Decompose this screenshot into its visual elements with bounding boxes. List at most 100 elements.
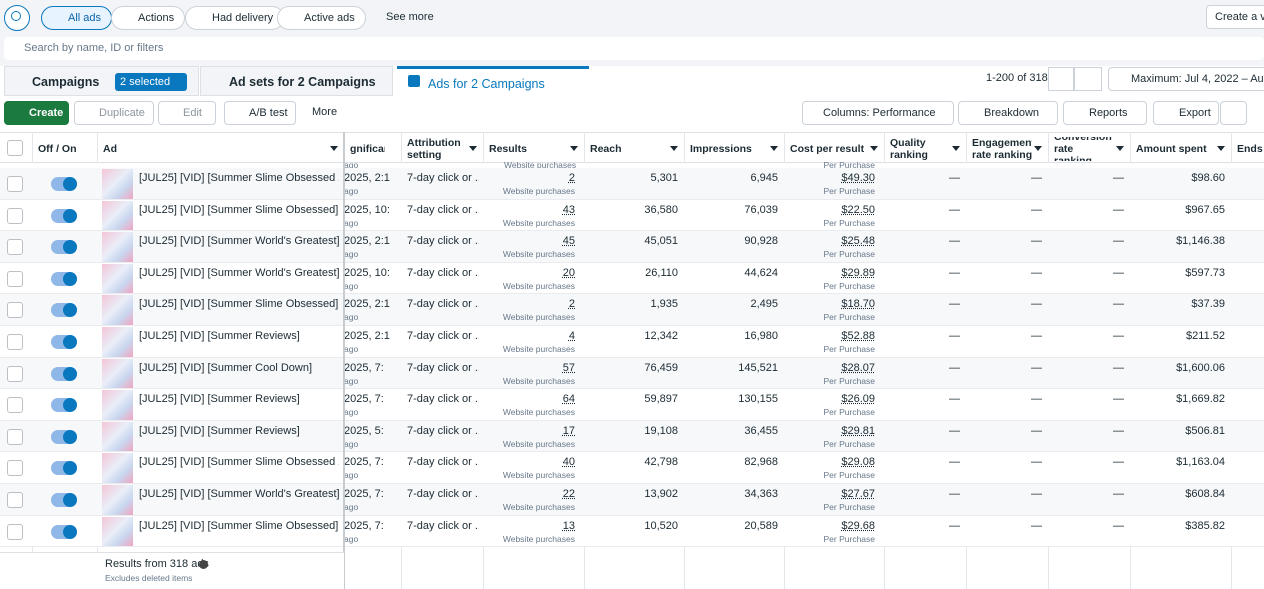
toolbar-button[interactable]: Reports [1063,101,1147,125]
row-checkbox[interactable] [7,176,23,192]
ad-name[interactable]: [JUL25] [VID] [Summer World's Greatest] [139,488,339,500]
results[interactable]: 40 [562,456,575,469]
column-header[interactable]: Results [489,143,527,155]
attribution: 7-day click or ... [407,203,479,216]
ad-name[interactable]: [JUL25] [VID] [Summer World's Greatest] [139,235,339,248]
column-header[interactable]: Ends [1237,143,1263,155]
date-range[interactable]: Maximum: Jul 4, 2022 – Aug 4 [1108,67,1264,91]
row-checkbox[interactable] [7,460,23,477]
results[interactable]: 22 [562,488,575,500]
ad-name[interactable]: [JUL25] [VID] [Summer Slime Obsessed] [139,203,339,216]
results[interactable]: 2 [568,298,575,311]
date-sub: ago [344,217,359,228]
column-header[interactable]: Impressions [690,143,752,155]
cost-per-result[interactable]: $29.89 [841,266,875,279]
prev-button[interactable] [1048,67,1074,91]
ad-name[interactable]: [JUL25] [VID] [Summer World's Greatest] [139,266,339,279]
ad-name[interactable]: [JUL25] [VID] [Summer Cool Down] [139,361,313,374]
column-header[interactable]: Attribution setting [407,137,461,161]
column-header[interactable]: Amount spent [1136,143,1207,155]
results[interactable]: 20 [562,266,575,279]
amount: $37.39 [1191,298,1225,311]
toolbar-button[interactable]: Columns: Performance [802,101,954,125]
header-checkbox[interactable] [7,140,23,156]
toggle-knob [63,271,77,286]
results[interactable]: 45 [562,235,575,248]
conversion: — [1113,488,1124,500]
search-input[interactable]: Search by name, ID or filters [4,37,1264,60]
row-checkbox[interactable] [7,428,23,445]
action-button[interactable]: Create [4,101,69,125]
results[interactable]: 64 [562,393,575,406]
cost-sub: Per Purchase [823,344,876,354]
reach: 42,798 [644,456,678,469]
toolbar-button[interactable]: Export [1153,101,1219,125]
see-more[interactable]: See more [386,11,434,23]
cost-per-result[interactable]: $29.08 [841,456,875,469]
amount: $385.82 [1185,519,1225,532]
ad-name[interactable]: [JUL25] [VID] [Summer Slime Obsessed 2] [139,456,339,469]
row-checkbox[interactable] [7,397,23,414]
action-button[interactable]: Edit [158,101,216,125]
row-checkbox[interactable] [7,334,23,350]
ad-name[interactable]: [JUL25] [VID] [Summer Slime Obsessed 2] [139,172,339,184]
export-menu[interactable] [1220,101,1247,125]
cost-per-result[interactable]: $26.09 [841,393,875,406]
ad-name[interactable]: [JUL25] [VID] [Summer Reviews] [139,330,300,342]
row-checkbox[interactable] [7,270,23,287]
ad-name[interactable]: [JUL25] [VID] [Summer Reviews] [139,424,300,437]
cost-per-result[interactable]: $52.88 [841,330,875,342]
column-header[interactable]: Off / On [38,143,77,155]
results[interactable]: 2 [568,172,575,184]
ad-name[interactable]: [JUL25] [VID] [Summer Slime Obsessed] [139,519,339,532]
row-checkbox[interactable] [7,365,23,382]
column-header[interactable]: gnificant [350,143,385,155]
cost-per-result[interactable]: $18.70 [841,298,875,311]
toggle-knob [63,398,77,413]
row-checkbox[interactable] [7,239,23,256]
action-button[interactable]: Duplicate [74,101,154,125]
selected-chip[interactable]: 2 selected [115,73,187,91]
column-header[interactable]: Cost per result [790,143,865,155]
create-view-button[interactable]: Create a vi [1206,5,1264,29]
date: 2025, 2:1 [344,172,390,184]
results[interactable]: 4 [568,330,575,342]
action-button[interactable]: A/B test [224,101,296,125]
cost-per-result[interactable]: $22.50 [841,203,875,216]
results[interactable]: 43 [562,203,575,216]
impressions: 6,945 [750,172,778,184]
cost-per-result[interactable]: $28.07 [841,361,875,374]
row-checkbox[interactable] [7,492,23,508]
amount: $608.84 [1185,488,1225,500]
results[interactable]: 17 [562,424,575,437]
column-header[interactable]: Reach [590,143,622,155]
row-checkbox[interactable] [7,523,23,540]
tab-ad-sets[interactable]: Ad sets for 2 Campaigns [200,66,393,96]
row [0,484,1264,516]
row-checkbox[interactable] [7,302,23,319]
ad-name[interactable]: [JUL25] [VID] [Summer Reviews] [139,393,300,406]
column-header[interactable]: Quality ranking [890,137,928,161]
column-header[interactable]: Conversion rate ranking [1054,137,1112,161]
cost-per-result[interactable]: $29.81 [841,424,875,437]
ad-name[interactable]: [JUL25] [VID] [Summer Slime Obsessed] [139,298,339,311]
filter-chip[interactable]: All ads [41,6,113,30]
date-sub: ago [344,375,359,386]
toolbar-button[interactable]: Breakdown [958,101,1058,125]
column-header[interactable]: Engagement rate ranking [972,137,1032,161]
cost-per-result[interactable]: $27.67 [841,488,875,500]
impressions: 2,495 [750,298,778,311]
cost-per-result[interactable]: $29.68 [841,519,875,532]
results[interactable]: 13 [562,519,575,532]
filter-chip[interactable]: Actions [111,6,186,30]
filter-chip[interactable]: Active ads [277,6,366,30]
column-header[interactable]: Ad [103,143,117,155]
cost-per-result[interactable]: $49.30 [841,172,875,184]
tab-ads[interactable]: Ads for 2 Campaigns [397,66,589,96]
results[interactable]: 57 [562,361,575,374]
filter-chip[interactable]: Had delivery [185,6,285,30]
action-button[interactable]: More [304,101,360,125]
next-button[interactable] [1074,67,1102,91]
row-checkbox[interactable] [7,207,23,224]
cost-per-result[interactable]: $25.48 [841,235,875,248]
